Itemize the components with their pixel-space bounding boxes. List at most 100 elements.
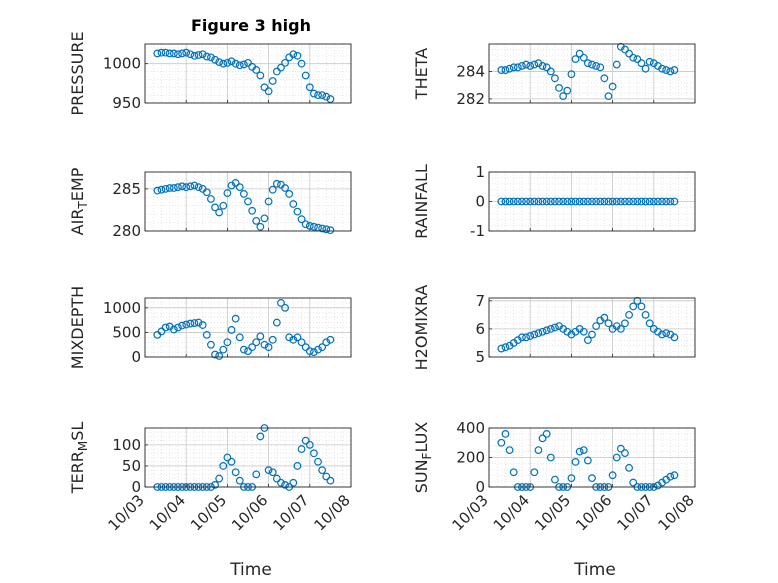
data-point (583, 197, 592, 206)
data-point (518, 333, 526, 342)
data-point (616, 325, 625, 333)
data-point (666, 67, 675, 76)
data-point (186, 319, 195, 328)
data-point (567, 197, 576, 206)
data-point (293, 207, 302, 216)
subplot-air_temp: 280 285 AIRTEMP (68, 167, 352, 240)
data-point (289, 478, 298, 487)
data-point (252, 338, 261, 347)
data-point (186, 182, 195, 191)
data-point (326, 95, 335, 103)
data-point (666, 197, 675, 206)
data-point (621, 449, 629, 457)
data-point (501, 197, 510, 206)
data-point (645, 319, 654, 328)
data-point (285, 190, 294, 198)
data-point (509, 63, 518, 72)
y-tick-label: 950 (112, 94, 141, 112)
data-point (513, 197, 522, 206)
data-point (235, 476, 244, 485)
data-point (505, 64, 514, 73)
data-point (326, 476, 335, 485)
data-point (169, 184, 178, 192)
data-point (272, 67, 281, 76)
data-point (505, 197, 514, 206)
data-point (260, 340, 269, 349)
data-point (600, 197, 609, 206)
data-point (571, 458, 580, 466)
data-point (534, 329, 543, 338)
data-point (513, 63, 522, 72)
data-point (256, 432, 265, 441)
data-point (198, 50, 207, 59)
data-point (592, 322, 601, 330)
data-point (501, 66, 510, 74)
data-point (297, 445, 306, 453)
data-point (559, 197, 568, 206)
y-tick-label: 280 (112, 222, 141, 240)
subplot-mixdepth: 0 500 1000 MIXDEPTH (68, 286, 352, 369)
data-point (314, 457, 322, 466)
y-axis-label: TERRMSL (68, 422, 90, 495)
data-point (178, 49, 186, 58)
data-point (268, 185, 277, 194)
data-point (616, 444, 625, 453)
data-point (219, 345, 228, 354)
data-point (157, 327, 166, 336)
data-point (629, 197, 638, 206)
y-axis-label: PRESSURE (68, 31, 87, 115)
data-point (281, 303, 289, 312)
data-point (666, 472, 675, 481)
data-point (227, 326, 236, 334)
data-point (227, 57, 236, 66)
data-point (223, 58, 232, 67)
data-point (235, 183, 244, 192)
data-point (522, 333, 530, 342)
data-point (301, 343, 310, 352)
data-point (649, 197, 658, 206)
data-point (526, 197, 535, 206)
y-tick-label: 0 (475, 193, 485, 211)
y-tick-label: 5 (475, 348, 485, 366)
data-point (641, 197, 650, 206)
axes-box (144, 427, 352, 488)
data-point (178, 321, 186, 330)
data-point (239, 190, 248, 198)
data-point (662, 66, 671, 74)
data-point (289, 335, 298, 344)
data-point (509, 197, 518, 206)
x-axis-label-right: Time (573, 560, 616, 580)
data-point (530, 468, 539, 477)
data-point (522, 197, 530, 206)
y-tick-label: 285 (112, 180, 141, 198)
data-point (571, 55, 580, 63)
axes-box (144, 171, 352, 232)
data-point (616, 197, 625, 206)
data-point (654, 197, 662, 206)
data-point (625, 49, 633, 58)
data-point (621, 319, 629, 328)
data-point (612, 60, 621, 69)
data-point (289, 200, 298, 208)
data-point (211, 480, 219, 489)
data-point (534, 197, 543, 206)
data-point (546, 67, 555, 76)
data-point (268, 335, 277, 344)
data-point (583, 456, 592, 465)
data-point (305, 347, 314, 356)
data-point (297, 215, 306, 224)
data-point (530, 60, 539, 69)
data-point (215, 58, 224, 66)
figure-title: Figure 3 high (191, 16, 311, 35)
data-point (326, 335, 335, 344)
data-point (575, 447, 584, 456)
data-point (248, 343, 257, 352)
data-point (174, 183, 182, 192)
data-point (538, 62, 547, 70)
data-point (670, 333, 679, 342)
data-point (608, 197, 617, 206)
data-point (277, 63, 285, 72)
data-point (555, 197, 563, 206)
data-point (186, 50, 195, 59)
data-point (538, 327, 547, 336)
